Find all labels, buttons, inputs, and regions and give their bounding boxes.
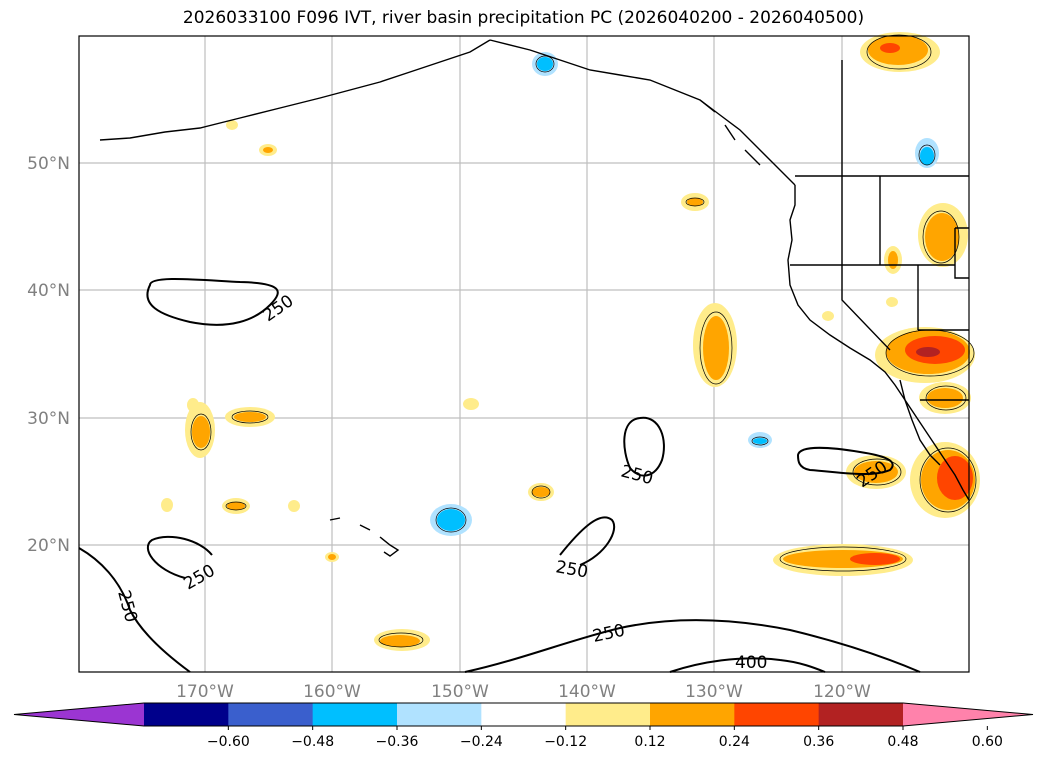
bc-fjords bbox=[699, 99, 761, 166]
lat-tick-labels: 50°N 40°N 30°N 20°N bbox=[27, 154, 70, 556]
colorbar-tick-label: −0.24 bbox=[460, 734, 503, 750]
map-title: 2026033100 F096 IVT, river basin precipi… bbox=[182, 8, 865, 28]
lat-tick-20n: 20°N bbox=[27, 536, 70, 556]
baja-peninsula bbox=[899, 379, 941, 466]
ca-nv-border bbox=[841, 265, 891, 351]
colorbar-tick-label: 0.48 bbox=[887, 734, 918, 750]
patch-neg-offshore-core bbox=[753, 438, 767, 444]
patch-mid-pac-dot bbox=[463, 398, 479, 410]
patch-offshore-calif-core bbox=[703, 316, 729, 380]
lat-tick-50n: 50°N bbox=[27, 154, 70, 174]
patch-w-pac-1-core bbox=[192, 416, 210, 448]
patch-neg-alaska-core bbox=[537, 57, 553, 71]
lon-tick-120w: 120°W bbox=[813, 682, 871, 702]
state-borders-east bbox=[954, 227, 969, 279]
contour-400-bottom bbox=[669, 657, 826, 673]
lon-tick-150w: 150°W bbox=[431, 682, 489, 702]
patch-baja-n-core bbox=[927, 388, 963, 408]
colorbar-tick-label: −0.36 bbox=[376, 734, 419, 750]
contour-250-south bbox=[559, 516, 616, 566]
contour-label: 400 bbox=[735, 653, 767, 673]
colorbar-segment bbox=[481, 703, 567, 726]
lon-tick-labels: 170°W 160°W 150°W 140°W 130°W 120°W bbox=[176, 682, 871, 702]
precip-patches bbox=[161, 32, 980, 651]
patch-w-pac-4-core bbox=[227, 502, 245, 510]
patch-nevada-dot bbox=[886, 297, 898, 307]
contour-250-far-sw bbox=[78, 547, 191, 673]
lon-tick-160w: 160°W bbox=[303, 682, 361, 702]
patch-nevada-n-core bbox=[888, 251, 898, 269]
lon-tick-140w: 140°W bbox=[558, 682, 616, 702]
patch-subtrop-red bbox=[850, 553, 900, 565]
colorbar: −0.60 −0.48 −0.36 −0.24 −0.12 0.12 0.24 0.36 0.4… bbox=[13, 702, 1034, 750]
patch-socal-darkred bbox=[916, 347, 940, 357]
alaska-coast bbox=[489, 39, 796, 186]
lat-tick-30n: 30°N bbox=[27, 409, 70, 429]
patch-w-pac-1-top bbox=[187, 398, 199, 412]
aleutian-chain bbox=[99, 39, 491, 141]
colorbar-tick-label: 0.24 bbox=[719, 734, 750, 750]
patch-idaho-mid bbox=[925, 213, 959, 261]
colorbar-tick-label: 0.60 bbox=[972, 734, 1003, 750]
patch-w-pac-6-core bbox=[328, 554, 336, 560]
patch-south-core bbox=[380, 635, 420, 647]
patch-w-pac-2-core bbox=[234, 412, 266, 422]
colorbar-segment bbox=[228, 703, 314, 726]
contour-250-east bbox=[796, 446, 894, 476]
contour-250-bottom bbox=[464, 619, 921, 673]
colorbar-arrow-low bbox=[14, 703, 144, 726]
lat-tick-40n: 40°N bbox=[27, 281, 70, 301]
colorbar-tick-label: 0.12 bbox=[634, 734, 665, 750]
patch-pnw-offshore-core bbox=[687, 198, 703, 206]
lon-tick-130w: 130°W bbox=[685, 682, 743, 702]
contour-250-mid bbox=[623, 416, 665, 477]
colorbar-tick-label: −0.48 bbox=[291, 734, 334, 750]
colorbar-segment bbox=[565, 703, 651, 726]
colorbar-outline bbox=[13, 702, 1034, 727]
patch-neg-bc-core bbox=[920, 147, 934, 165]
lon-tick-170w: 170°W bbox=[176, 682, 234, 702]
patch-mid-pac-2-core bbox=[532, 487, 550, 497]
colorbar-arrow-high bbox=[903, 703, 1033, 726]
colorbar-tick-label: 0.36 bbox=[803, 734, 834, 750]
patch-nw-canada-core bbox=[880, 43, 900, 53]
state-borders bbox=[790, 176, 969, 331]
colorbar-segment bbox=[650, 703, 735, 726]
patch-neg-hawaii-core bbox=[437, 509, 465, 531]
colorbar-segment bbox=[312, 703, 398, 726]
patch-w-pac-3 bbox=[161, 498, 173, 512]
coastlines bbox=[99, 39, 970, 557]
patch-w-pac-5 bbox=[288, 500, 300, 512]
colorbar-segment bbox=[397, 703, 482, 726]
colorbar-segment bbox=[734, 703, 820, 726]
contour-250-west bbox=[146, 277, 279, 326]
patch-calif-dot bbox=[822, 311, 834, 321]
patch-small-1 bbox=[226, 120, 238, 130]
colorbar-segment bbox=[144, 703, 229, 726]
hawaii-islands bbox=[329, 517, 400, 557]
north-america-coast bbox=[787, 185, 970, 501]
patch-offshore-baja-core bbox=[854, 461, 898, 483]
contour-250-sw bbox=[146, 535, 213, 579]
map-frame-border bbox=[78, 35, 970, 673]
colorbar-tick-label: −0.12 bbox=[544, 734, 587, 750]
colorbar-tick-label: −0.60 bbox=[207, 734, 250, 750]
ivt-contours bbox=[78, 277, 921, 673]
colorbar-segment bbox=[818, 703, 904, 726]
patch-small-2-core bbox=[263, 147, 273, 153]
patch-mexico-red bbox=[937, 456, 973, 500]
